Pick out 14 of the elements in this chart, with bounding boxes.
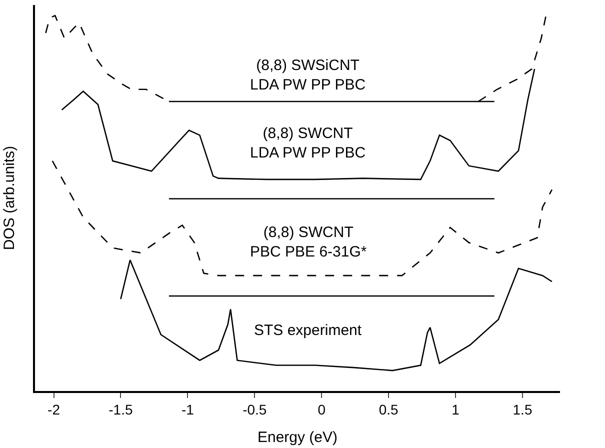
x-tick-label: 0 <box>318 402 326 418</box>
x-axis-title: Energy (eV) <box>257 429 338 446</box>
y-axis-title: DOS (arb.units) <box>1 146 18 250</box>
annotation: (8,8) SWCNT PBC PBE 6-31G* <box>250 224 367 260</box>
x-tick-label: -0.5 <box>242 402 267 418</box>
x-tick-label: 1 <box>452 402 460 418</box>
annotation: (8,8) SWSiCNT LDA PW PP PBC <box>250 57 366 94</box>
x-tick-label: 0.5 <box>378 402 399 418</box>
x-tick-label: 1.5 <box>512 402 532 418</box>
x-tick-label: -1.5 <box>108 402 133 418</box>
x-tick-label: -2 <box>48 402 60 418</box>
annotation: STS experiment <box>254 322 362 339</box>
x-tick-label: -1 <box>181 402 194 418</box>
annotation: (8,8) SWCNT LDA PW PP PBC <box>250 125 366 162</box>
